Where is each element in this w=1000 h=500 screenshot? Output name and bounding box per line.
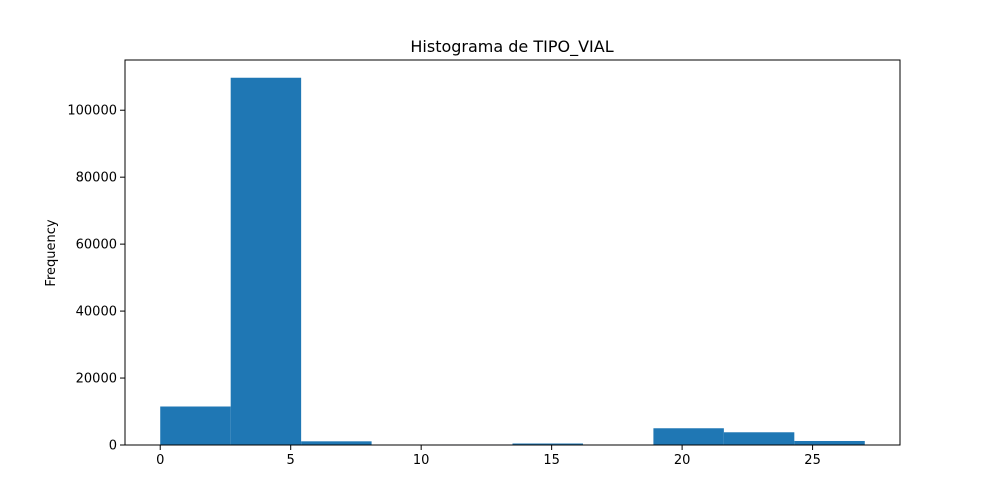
x-tick-label: 0 — [156, 453, 164, 468]
x-tick-label: 10 — [413, 453, 430, 468]
histogram-bar — [512, 443, 583, 445]
y-tick-label: 100000 — [67, 104, 117, 119]
plot-area-frame — [124, 59, 901, 446]
histogram-bar — [230, 77, 302, 446]
histogram-bar — [653, 428, 724, 445]
x-tick-label: 20 — [674, 453, 691, 468]
chart-title: Histograma de TIPO_VIAL — [410, 37, 613, 57]
bars-group — [160, 77, 865, 446]
y-tick-label: 80000 — [76, 171, 117, 186]
histogram-bar — [723, 432, 795, 445]
x-axis-ticks: 0 5 10 15 20 25 — [156, 445, 821, 468]
x-tick-label: 15 — [543, 453, 560, 468]
histogram-bar — [794, 440, 865, 445]
histogram-bar — [160, 406, 231, 445]
x-tick-label: 5 — [287, 453, 295, 468]
x-tick-label: 25 — [804, 453, 821, 468]
y-tick-label: 0 — [109, 439, 117, 454]
y-tick-label: 60000 — [76, 238, 117, 253]
y-tick-label: 40000 — [76, 305, 117, 320]
y-tick-label: 20000 — [76, 372, 117, 387]
y-axis-ticks: 0 20000 40000 60000 80000 100000 — [67, 104, 125, 454]
histogram-bar — [301, 441, 372, 445]
y-axis-label: Frequency — [44, 219, 59, 286]
